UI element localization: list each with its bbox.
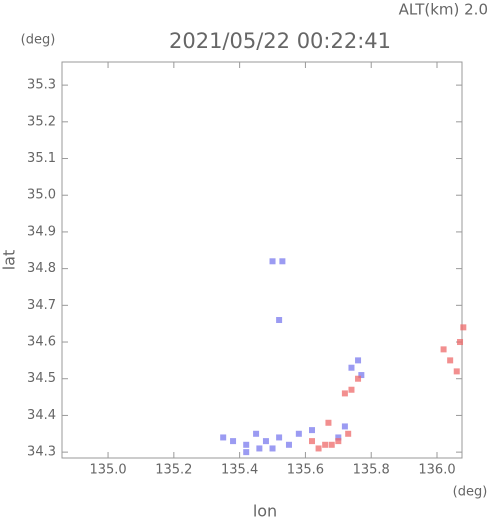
- radar-echo: [256, 445, 263, 452]
- radar-echo: [355, 375, 362, 382]
- radar-echo: [295, 430, 302, 437]
- y-tick-label: 34.3: [27, 445, 56, 460]
- radar-echo: [348, 386, 355, 393]
- radar-echo: [447, 357, 454, 364]
- radar-echo: [285, 441, 292, 448]
- radar-echo: [309, 438, 315, 445]
- radar-echo: [262, 438, 269, 445]
- radar-echo: [453, 368, 460, 375]
- x-tick-label: 135.2: [155, 463, 192, 478]
- x-tick-label: 135.4: [221, 463, 258, 478]
- radar-echo: [440, 346, 447, 353]
- plot-frame: [61, 61, 463, 459]
- chart-title: 2021/05/22 00:22:41: [169, 29, 391, 53]
- altitude: ALT(km) 2.0: [399, 1, 488, 19]
- radar-echo: [358, 372, 365, 379]
- radar-echo: [355, 357, 362, 364]
- x-tick-label: 135.6: [287, 463, 324, 478]
- radar-echo: [322, 441, 329, 448]
- y-tick-label: 34.5: [27, 371, 56, 386]
- radar-echo: [315, 445, 322, 452]
- y-tick-label: 34.4: [27, 408, 56, 423]
- x-tick-label: 136.0: [418, 463, 455, 478]
- radar-echo: [341, 423, 348, 430]
- x-label: lon: [253, 502, 277, 521]
- radar-echo: [348, 364, 355, 371]
- radar-echo: [309, 427, 315, 434]
- y-tick-label: 34.6: [27, 335, 56, 350]
- y-tick-label: 34.8: [27, 261, 56, 276]
- radar-echo: [279, 258, 286, 265]
- radar-echo: [243, 441, 250, 448]
- radar-echo: [335, 438, 342, 445]
- y-tick-label: 35.3: [27, 78, 56, 93]
- y-unit: (deg): [21, 33, 56, 48]
- y-tick-label: 35.1: [27, 151, 56, 166]
- y-label: lat: [0, 250, 19, 271]
- radar-echo: [325, 419, 332, 426]
- radar-echo: [220, 434, 227, 441]
- radar-echo: [269, 445, 276, 452]
- radar-echo: [341, 390, 348, 397]
- radar-echo: [457, 339, 464, 346]
- radar-echo: [243, 449, 250, 456]
- x-tick-label: 135.8: [353, 463, 390, 478]
- y-tick-label: 35.0: [27, 188, 56, 203]
- radar-echo: [460, 324, 467, 331]
- radar-echo: [276, 317, 283, 324]
- radar-echo: [335, 434, 342, 441]
- radar-echo: [269, 258, 276, 265]
- radar-echo: [253, 430, 260, 437]
- x-unit: (deg): [453, 485, 488, 500]
- radar-echo: [276, 434, 283, 441]
- y-tick-label: 34.7: [27, 298, 56, 313]
- radar-echo: [230, 438, 237, 445]
- y-tick-label: 34.9: [27, 224, 56, 239]
- y-tick-label: 35.2: [27, 114, 56, 129]
- radar-echo: [328, 441, 335, 448]
- radar-echo: [345, 430, 352, 437]
- x-tick-label: 135.0: [89, 463, 126, 478]
